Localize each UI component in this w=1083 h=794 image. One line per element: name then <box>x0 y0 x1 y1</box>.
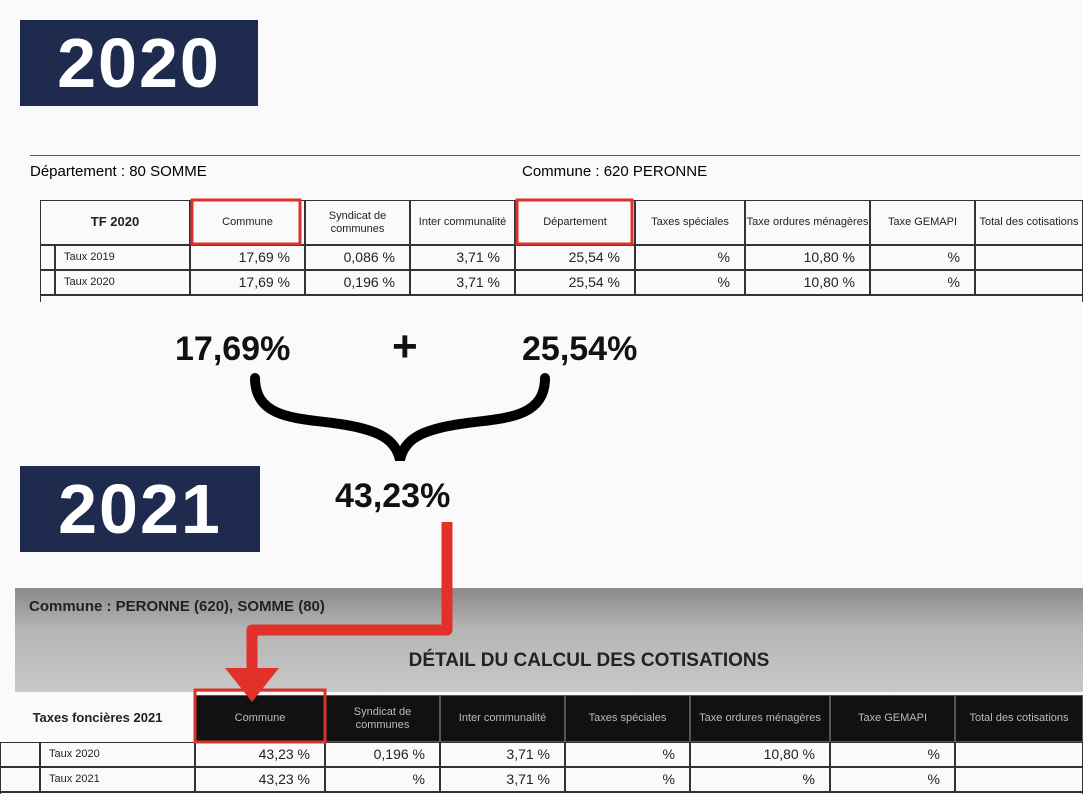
value-cell: % <box>565 767 690 792</box>
value-cell: 17,69 % <box>190 270 305 295</box>
indent-cell <box>40 270 55 295</box>
value-cell: 25,54 % <box>515 270 635 295</box>
value-cell: 0,086 % <box>305 245 410 270</box>
indent-cell <box>0 767 40 792</box>
value-cell: % <box>830 742 955 767</box>
indent-cell <box>40 245 55 270</box>
arrow-head <box>225 668 279 702</box>
rule <box>30 155 1080 156</box>
value-cell: 10,80 % <box>745 245 870 270</box>
value-cell: 3,71 % <box>410 245 515 270</box>
row-label: Taux 2020 <box>55 270 190 295</box>
highlight-box <box>515 198 634 246</box>
header-cell: Taxes spéciales <box>635 200 745 245</box>
header-cell: Taxe GEMAPI <box>830 695 955 742</box>
value-cell: % <box>830 767 955 792</box>
header-cell: TF 2020 <box>40 200 190 245</box>
commune-rate: 17,69% <box>175 330 291 368</box>
departement-label: Département : 80 SOMME <box>30 163 207 180</box>
value-cell: 3,71 % <box>440 767 565 792</box>
arrow <box>246 522 453 672</box>
value-cell: 3,71 % <box>440 742 565 767</box>
value-cell: 0,196 % <box>305 270 410 295</box>
value-cell: % <box>870 245 975 270</box>
header-cell: Commune <box>195 695 325 742</box>
value-cell: % <box>870 270 975 295</box>
commune-label: Commune : 620 PERONNE <box>522 163 708 180</box>
value-cell: % <box>690 767 830 792</box>
header-cell: Inter communalité <box>410 200 515 245</box>
header-cell: Taxes spéciales <box>565 695 690 742</box>
header-cell: Syndicat de communes <box>325 695 440 742</box>
year-badge: 2020 <box>20 20 258 106</box>
commune-title: Commune : PERONNE (620), SOMME (80) <box>29 598 325 615</box>
row-label: Taux 2021 <box>40 767 195 792</box>
indent-cell <box>0 742 40 767</box>
table-2020: TF 2020 Commune Syndicat de communes Inter … <box>0 200 1083 302</box>
value-cell: 10,80 % <box>745 270 870 295</box>
section-title: DÉTAIL DU CALCUL DES COTISATIONS <box>408 650 770 671</box>
row-label: Taux 2019 <box>55 245 190 270</box>
departement-rate: 25,54% <box>522 330 638 368</box>
highlight-box <box>193 688 327 744</box>
value-cell: % <box>325 767 440 792</box>
table-2021: Taxes foncières 2021 Commune Syndicat de c… <box>0 695 1083 794</box>
row-label: Taux 2020 <box>40 742 195 767</box>
value-cell: % <box>635 245 745 270</box>
header-cell: Taxes foncières 2021 <box>32 710 163 726</box>
total-rate: 43,23% <box>335 477 451 515</box>
value-cell: % <box>565 742 690 767</box>
brace <box>250 373 550 462</box>
header-cell: Taxe ordures ménagères <box>690 695 830 742</box>
value-cell: 43,23 % <box>195 767 325 792</box>
header-band: Commune : PERONNE (620), SOMME (80) DÉTA… <box>15 588 1083 692</box>
header-cell: Taxe ordures ménagères <box>745 200 870 245</box>
value-cell: 10,80 % <box>690 742 830 767</box>
value-cell: % <box>635 270 745 295</box>
value-cell: 0,196 % <box>325 742 440 767</box>
value-cell: 3,71 % <box>410 270 515 295</box>
header-cell: Taxe GEMAPI <box>870 200 975 245</box>
header-cell: Syndicat de communes <box>305 200 410 245</box>
year-badge: 2021 <box>20 466 260 552</box>
header-cell: Inter communalité <box>440 695 565 742</box>
highlight-box <box>190 198 302 246</box>
plus-sign: + <box>392 322 418 371</box>
